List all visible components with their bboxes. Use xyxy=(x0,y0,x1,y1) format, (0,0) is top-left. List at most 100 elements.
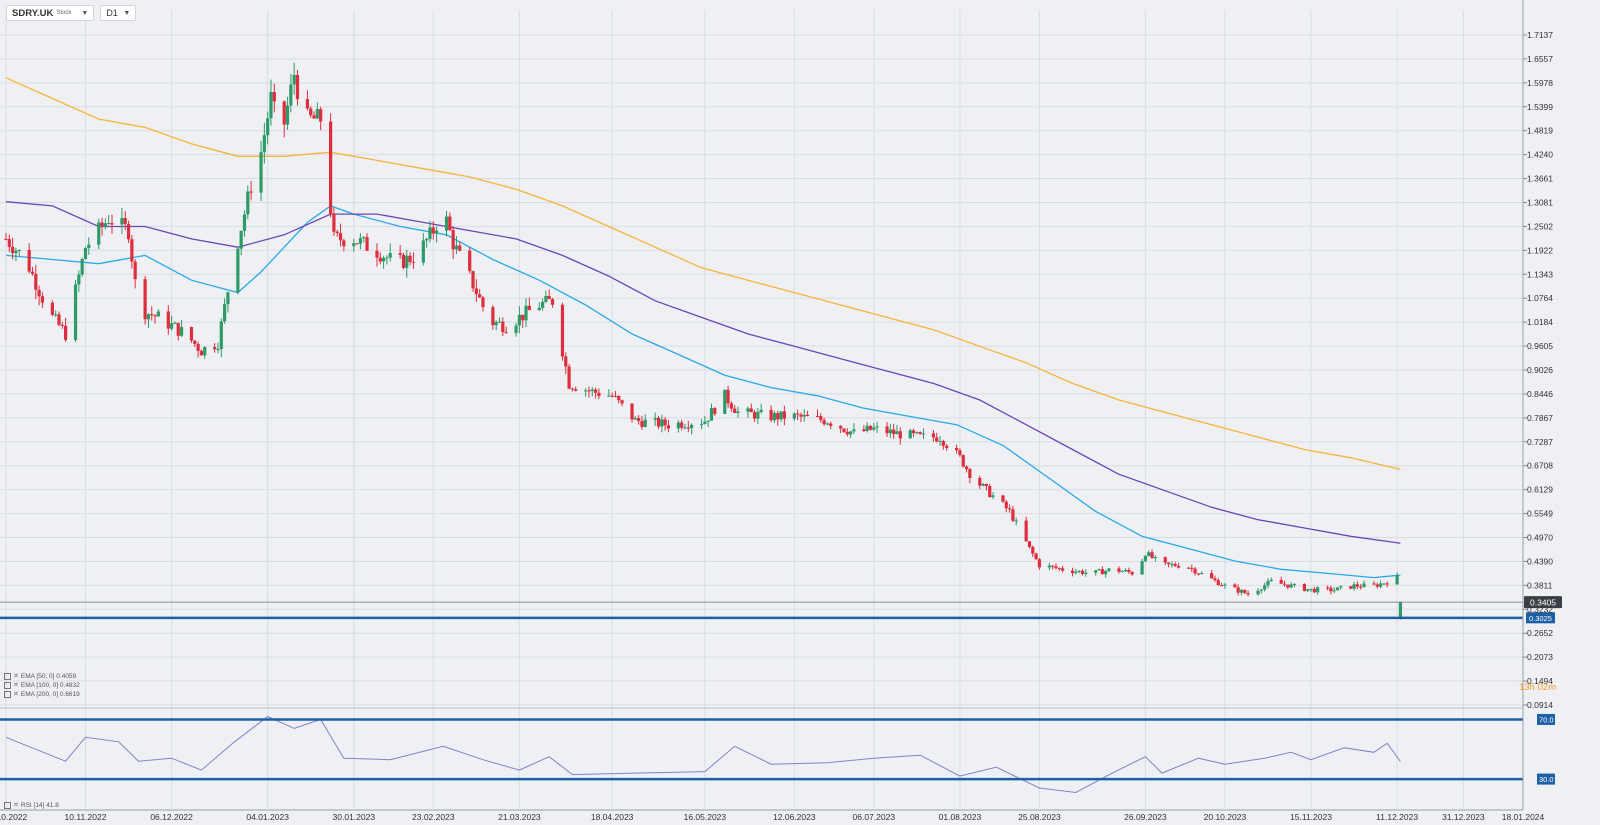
candle xyxy=(839,425,843,434)
candle xyxy=(842,428,846,433)
candle xyxy=(451,226,455,259)
candle xyxy=(885,422,889,437)
symbol-selector[interactable]: SDRY.UK Stock ▼ xyxy=(6,5,95,21)
candle-body xyxy=(703,421,707,424)
candle-body xyxy=(842,428,846,432)
candle xyxy=(1339,585,1343,590)
y-tick-label: 1.2502 xyxy=(1527,221,1553,231)
candle-body xyxy=(931,433,936,438)
candle xyxy=(1292,583,1297,588)
candle xyxy=(713,406,717,416)
candle xyxy=(1051,565,1055,570)
candle-body xyxy=(130,239,134,262)
candle-body xyxy=(1302,583,1306,591)
candle-body xyxy=(779,411,783,420)
candle xyxy=(1325,585,1330,591)
candle xyxy=(375,243,379,267)
candle xyxy=(862,425,866,432)
candle xyxy=(17,249,21,256)
candle-body xyxy=(1243,589,1247,594)
candle xyxy=(1117,566,1121,574)
candle-body xyxy=(153,315,157,317)
candle xyxy=(1263,582,1267,592)
candle-body xyxy=(514,325,518,333)
y-tick-label: 0.6129 xyxy=(1527,485,1553,495)
rsi-level-tag xyxy=(1537,773,1555,785)
legend-ema50[interactable]: ✕ EMA [50, 0] 0.4059 xyxy=(4,672,76,680)
candle-body xyxy=(521,314,525,321)
candle-body xyxy=(378,257,382,262)
close-icon[interactable]: ✕ xyxy=(13,691,19,698)
close-icon[interactable]: ✕ xyxy=(13,802,19,809)
candle-body xyxy=(189,327,194,341)
candle xyxy=(1061,565,1065,573)
candle-body xyxy=(272,91,276,102)
candle-body xyxy=(802,414,806,417)
candle-body xyxy=(752,412,757,419)
candle xyxy=(699,419,704,430)
candle xyxy=(1256,588,1260,596)
settings-square-icon[interactable] xyxy=(4,681,11,689)
legend-ema200[interactable]: ✕ EMA [200, 0] 0.6619 xyxy=(4,690,80,698)
candle-body xyxy=(1117,568,1121,572)
candle-body xyxy=(1266,581,1270,586)
candle xyxy=(875,421,879,434)
x-tick-label: 06.07.2023 xyxy=(853,812,896,822)
candle xyxy=(521,314,525,328)
candle-body xyxy=(1279,579,1283,584)
candle xyxy=(1306,589,1310,592)
candle xyxy=(772,410,777,423)
candle-body xyxy=(83,248,88,260)
horizontal-levels[interactable]: 0.3405 0.3025 xyxy=(0,596,1562,624)
candle xyxy=(1130,571,1134,576)
candle xyxy=(365,233,369,252)
settings-square-icon[interactable] xyxy=(4,672,11,680)
candle-body xyxy=(1190,567,1194,569)
close-icon[interactable]: ✕ xyxy=(13,682,19,689)
candle xyxy=(567,363,571,390)
interval-selector[interactable]: D1 ▼ xyxy=(100,5,137,21)
settings-square-icon[interactable] xyxy=(4,801,11,809)
timer-hours: 13 xyxy=(1518,682,1530,693)
candle-body xyxy=(776,413,780,420)
timer-minutes-unit: m xyxy=(1548,682,1556,693)
legend-rsi[interactable]: ✕ RSI [14] 41.8 xyxy=(4,801,59,809)
candle xyxy=(1233,583,1237,588)
candle-body xyxy=(170,323,174,329)
y-tick-label: 1.6557 xyxy=(1527,54,1553,64)
candle-body xyxy=(981,483,985,486)
candle-body xyxy=(918,432,922,434)
candle xyxy=(1352,581,1356,591)
candle-body xyxy=(839,425,843,429)
candle-body xyxy=(474,288,478,295)
candle xyxy=(179,319,184,338)
candle xyxy=(802,409,806,422)
candle-body xyxy=(1359,586,1363,588)
candle-body xyxy=(381,258,386,262)
candle-body xyxy=(173,322,177,324)
candle-body xyxy=(411,261,416,263)
legend-ema100[interactable]: ✕ EMA [100, 0] 0.4832 xyxy=(4,681,80,689)
candle xyxy=(1077,569,1081,574)
candle xyxy=(30,266,35,276)
candle xyxy=(1150,549,1154,559)
close-icon[interactable]: ✕ xyxy=(13,673,19,680)
candle-body xyxy=(978,477,982,486)
y-tick-label: 0.2073 xyxy=(1527,652,1553,662)
candle xyxy=(1034,552,1038,560)
candle xyxy=(282,100,286,138)
candle xyxy=(352,239,356,252)
candle-body xyxy=(1107,568,1111,571)
candle xyxy=(305,90,310,111)
candle-body xyxy=(792,413,796,419)
candle-body xyxy=(1127,570,1131,572)
candle xyxy=(398,244,402,259)
candle xyxy=(126,220,131,244)
candle xyxy=(991,492,995,500)
candle xyxy=(550,297,555,308)
settings-square-icon[interactable] xyxy=(4,690,11,698)
candle xyxy=(938,435,942,446)
y-tick-label: 0.6708 xyxy=(1527,461,1553,471)
candle xyxy=(1163,556,1167,566)
